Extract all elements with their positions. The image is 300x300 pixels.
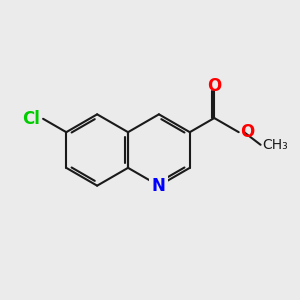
Text: Cl: Cl [22, 110, 40, 128]
Text: CH₃: CH₃ [262, 138, 288, 152]
Text: N: N [152, 177, 166, 195]
Text: O: O [240, 123, 254, 141]
Text: O: O [207, 77, 221, 95]
